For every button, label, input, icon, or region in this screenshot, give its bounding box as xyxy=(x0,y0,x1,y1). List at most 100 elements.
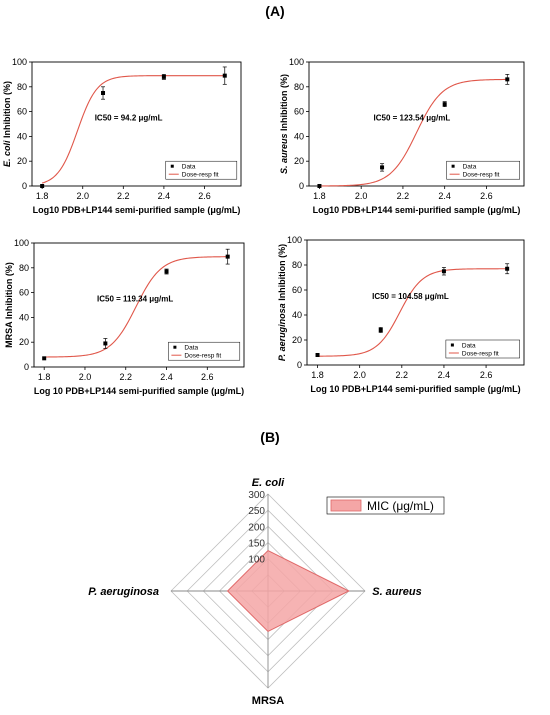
y-tick-label: 80 xyxy=(294,82,304,92)
legend-label-fit: Dose-resp fit xyxy=(182,172,219,179)
x-tick-label: 2.2 xyxy=(397,191,410,201)
radar-legend-swatch xyxy=(330,499,362,512)
x-tick-label: 1.8 xyxy=(36,191,49,201)
y-tick-label: 20 xyxy=(292,335,302,345)
x-axis-title: Log10 PDB+LP144 semi-purified sample (μg… xyxy=(313,205,521,215)
data-point xyxy=(442,102,447,107)
y-tick-label: 60 xyxy=(294,107,304,117)
x-tick-label: 2.6 xyxy=(480,191,493,201)
data-point xyxy=(222,73,227,78)
radar-tick-label: 200 xyxy=(248,522,265,533)
x-tick-label: 2.4 xyxy=(158,191,171,201)
y-tick-label: 20 xyxy=(17,156,27,166)
panel-label-a: (A) xyxy=(265,3,284,19)
y-tick-label: 20 xyxy=(294,156,304,166)
x-tick-label: 2.2 xyxy=(119,372,132,382)
x-tick-label: 2.2 xyxy=(117,191,130,201)
x-tick-label: 1.8 xyxy=(313,191,326,201)
radar-axis-label: E. coli xyxy=(252,477,285,489)
legend-label-fit: Dose-resp fit xyxy=(462,351,499,358)
legend-label-fit: Dose-resp fit xyxy=(184,353,221,360)
data-point xyxy=(505,266,510,271)
y-tick-label: 80 xyxy=(19,263,29,273)
plot-frame xyxy=(308,61,525,187)
legend-marker xyxy=(173,345,177,349)
y-tick-label: 40 xyxy=(292,310,302,320)
plot-frame xyxy=(31,61,242,187)
data-point xyxy=(101,91,106,95)
x-tick-label: 1.8 xyxy=(38,372,51,382)
y-tick-label: 0 xyxy=(299,181,304,191)
chart-mrsa: 1.8 2.0 2.2 2.4 2.6 0 20 40 60 80 100 Log 10 PDB+LP… xyxy=(4,238,245,396)
y-tick-label: 40 xyxy=(294,131,304,141)
legend-label-data: Data xyxy=(182,164,196,171)
radar-tick-label: 100 xyxy=(248,555,265,566)
x-axis-title: Log10 PDB+LP144 semi-purified sample (μg… xyxy=(33,205,241,215)
x-tick-label: 2.0 xyxy=(353,370,366,380)
y-tick-label: 0 xyxy=(297,360,302,370)
x-tick-label: 2.6 xyxy=(201,372,214,382)
fit-curve xyxy=(319,78,508,187)
fit-curve xyxy=(317,268,508,357)
y-axis-title: MRSA Inhibition (%) xyxy=(4,262,14,348)
y-axis-title-organism: P. aeruginosa xyxy=(277,303,287,361)
data-point xyxy=(103,341,108,346)
radar-tick-label: 300 xyxy=(248,490,265,501)
data-point xyxy=(505,77,510,82)
data-point xyxy=(225,254,230,259)
y-tick-label: 80 xyxy=(17,82,27,92)
x-tick-label: 2.4 xyxy=(160,372,173,382)
x-axis-title: Log 10 PDB+LP144 semi-purified sample (μ… xyxy=(34,386,244,396)
y-tick-label: 0 xyxy=(24,362,29,372)
data-point xyxy=(441,269,446,274)
y-tick-label: 40 xyxy=(17,131,27,141)
chart-s-aureus: 1.8 2.0 2.2 2.4 2.6 0 20 40 60 80 100 Log10 PDB+LP1… xyxy=(279,57,525,215)
data-point xyxy=(315,353,320,357)
legend-box xyxy=(445,339,520,359)
data-point xyxy=(42,356,47,361)
radar-tick-label: 250 xyxy=(248,506,265,517)
chart-e-coli: 1.8 2.0 2.2 2.4 2.6 0 20 40 60 80 100 Log10 PDB+LP1… xyxy=(2,57,242,215)
fit-curve xyxy=(44,256,228,358)
y-axis-title-rest: Inhibition (%) xyxy=(277,244,287,303)
y-tick-label: 100 xyxy=(289,57,304,67)
y-tick-label: 40 xyxy=(19,312,29,322)
plot-frame xyxy=(306,239,525,366)
legend-label-fit: Dose-resp fit xyxy=(463,172,500,179)
y-tick-label: 100 xyxy=(12,57,27,67)
y-tick-label: 100 xyxy=(14,238,29,248)
y-axis-title-rest: MRSA Inhibition (%) xyxy=(4,262,14,348)
data-point xyxy=(380,165,385,170)
legend-marker xyxy=(170,164,174,168)
x-tick-label: 2.0 xyxy=(79,372,92,382)
legend-marker xyxy=(450,343,454,347)
legend-box xyxy=(165,160,238,180)
data-point xyxy=(161,74,166,79)
y-axis-title: E. coli Inhibition (%) xyxy=(2,81,12,167)
legend-label-data: Data xyxy=(462,343,476,350)
radar-legend-label: MIC (μg/mL) xyxy=(367,499,434,513)
x-tick-label: 2.0 xyxy=(76,191,89,201)
data-point xyxy=(378,328,383,332)
y-tick-label: 20 xyxy=(19,337,29,347)
radar-axis-label: MRSA xyxy=(252,695,284,707)
radar-axis-label: P. aeruginosa xyxy=(88,586,159,598)
y-axis-title-organism: E. coli xyxy=(2,140,12,167)
data-point xyxy=(40,184,45,188)
radar-tick-label: 150 xyxy=(248,539,265,550)
legend-label-data: Data xyxy=(184,345,198,352)
x-tick-label: 2.0 xyxy=(355,191,368,201)
panel-label-b: (B) xyxy=(260,429,279,445)
chart-p-aeruginosa: 1.8 2.0 2.2 2.4 2.6 0 20 40 60 80 100 Log 10 PDB+LP… xyxy=(277,235,525,394)
x-tick-label: 2.4 xyxy=(438,370,451,380)
y-tick-label: 60 xyxy=(19,288,29,298)
ic50-annotation: IC50 = 119.34 μg/mL xyxy=(97,294,173,303)
x-tick-label: 1.8 xyxy=(311,370,324,380)
x-tick-label: 2.2 xyxy=(396,370,409,380)
y-axis-title: S. aureus Inhibition (%) xyxy=(279,74,289,174)
x-axis-title: Log 10 PDB+LP144 semi-purified sample (μ… xyxy=(310,384,520,394)
y-tick-label: 60 xyxy=(292,285,302,295)
data-point xyxy=(164,269,169,274)
